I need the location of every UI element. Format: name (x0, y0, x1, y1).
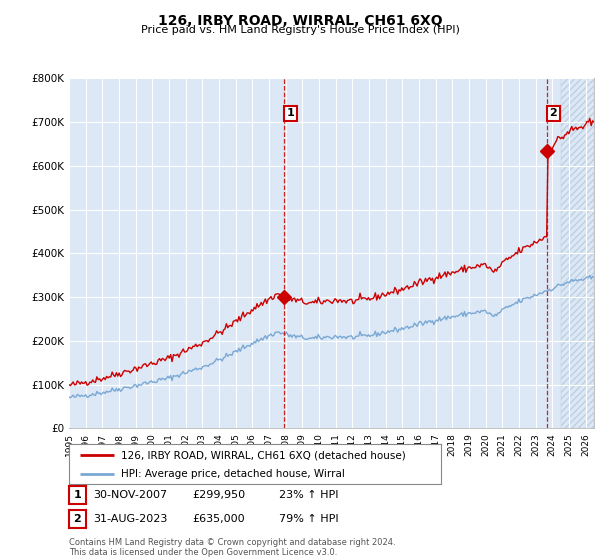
Text: Price paid vs. HM Land Registry's House Price Index (HPI): Price paid vs. HM Land Registry's House … (140, 25, 460, 35)
Text: 23% ↑ HPI: 23% ↑ HPI (279, 490, 338, 500)
Text: 31-AUG-2023: 31-AUG-2023 (93, 514, 167, 524)
Text: 79% ↑ HPI: 79% ↑ HPI (279, 514, 338, 524)
Text: £299,950: £299,950 (192, 490, 245, 500)
Text: 126, IRBY ROAD, WIRRAL, CH61 6XQ (detached house): 126, IRBY ROAD, WIRRAL, CH61 6XQ (detach… (121, 450, 406, 460)
Polygon shape (560, 78, 594, 428)
Text: 1: 1 (287, 109, 295, 118)
Text: 1: 1 (74, 490, 81, 500)
Text: 2: 2 (74, 514, 81, 524)
Text: Contains HM Land Registry data © Crown copyright and database right 2024.
This d: Contains HM Land Registry data © Crown c… (69, 538, 395, 557)
Text: 126, IRBY ROAD, WIRRAL, CH61 6XQ: 126, IRBY ROAD, WIRRAL, CH61 6XQ (158, 14, 442, 28)
Text: HPI: Average price, detached house, Wirral: HPI: Average price, detached house, Wirr… (121, 469, 345, 479)
Text: £635,000: £635,000 (192, 514, 245, 524)
Text: 30-NOV-2007: 30-NOV-2007 (93, 490, 167, 500)
Text: 2: 2 (549, 109, 557, 118)
